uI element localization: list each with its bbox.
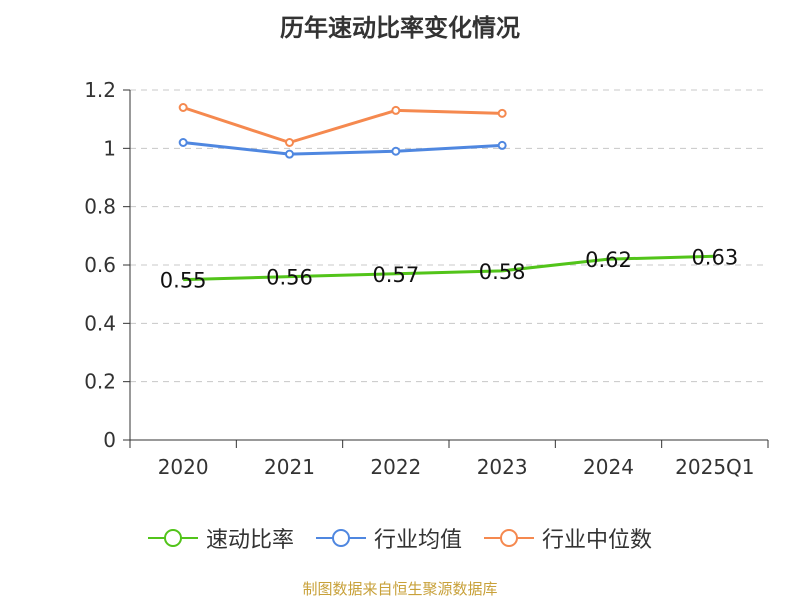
legend-item-industry-median[interactable]: 行业中位数 bbox=[484, 522, 652, 554]
data-point-2 bbox=[497, 108, 507, 118]
gridlines bbox=[130, 89, 768, 383]
y-tick-label: 0.4 bbox=[84, 311, 116, 335]
y-tick-label: 0.2 bbox=[84, 370, 116, 394]
axes: 0 0.2 0.4 0.6 0.8 1 1.2 2020 2021 2022 2023 2024 202… bbox=[84, 78, 769, 479]
y-tick-label: 0.6 bbox=[84, 253, 116, 277]
legend-label: 速动比率 bbox=[205, 528, 294, 553]
legend-swatch-orange-icon bbox=[484, 529, 534, 547]
x-tick-label: 2023 bbox=[477, 455, 528, 479]
data-label: 0.62 bbox=[585, 248, 632, 272]
x-tick-label: 2022 bbox=[370, 455, 421, 479]
series-line-1 bbox=[183, 141, 503, 156]
legend-label: 行业中位数 bbox=[542, 528, 653, 553]
legend: 速动比率 行业均值 行业中位数 bbox=[0, 520, 800, 556]
series-lines bbox=[178, 103, 715, 282]
y-tick-label: 1 bbox=[103, 136, 116, 160]
data-point-1 bbox=[391, 146, 401, 156]
data-label: 0.63 bbox=[691, 245, 738, 269]
y-tick-label: 0.8 bbox=[84, 195, 116, 219]
data-label: 0.56 bbox=[266, 266, 313, 290]
y-tick-label: 1.2 bbox=[84, 78, 116, 102]
data-label: 0.55 bbox=[160, 269, 207, 293]
data-point-1 bbox=[178, 138, 188, 147]
x-tick-label: 2020 bbox=[158, 455, 209, 479]
data-point-2 bbox=[178, 103, 188, 112]
y-tick-label: 0 bbox=[103, 428, 116, 452]
data-point-1 bbox=[497, 140, 507, 150]
data-label: 0.57 bbox=[372, 263, 419, 287]
legend-swatch-blue-icon bbox=[315, 529, 366, 547]
x-tick-label: 2021 bbox=[264, 455, 315, 479]
chart-title: 历年速动比率变化情况 bbox=[280, 14, 520, 42]
x-tick-label: 2025Q1 bbox=[675, 455, 754, 479]
x-tick-label: 2024 bbox=[583, 455, 634, 479]
series-line-2 bbox=[182, 106, 503, 144]
data-point-2 bbox=[391, 105, 401, 115]
legend-item-industry-mean[interactable]: 行业均值 bbox=[315, 522, 462, 554]
data-point-1 bbox=[285, 149, 294, 159]
data-labels: 0.55 0.56 0.57 0.58 0.62 0.63 bbox=[160, 245, 738, 292]
series-line-0 bbox=[183, 254, 715, 282]
source-note: 制图数据来自恒生聚源数据库 bbox=[302, 580, 498, 598]
data-label: 0.58 bbox=[479, 260, 526, 284]
legend-label: 行业均值 bbox=[373, 528, 462, 553]
data-point-2 bbox=[285, 138, 294, 147]
legend-swatch-green-icon bbox=[147, 529, 198, 547]
legend-item-quick-ratio[interactable]: 速动比率 bbox=[147, 522, 294, 554]
